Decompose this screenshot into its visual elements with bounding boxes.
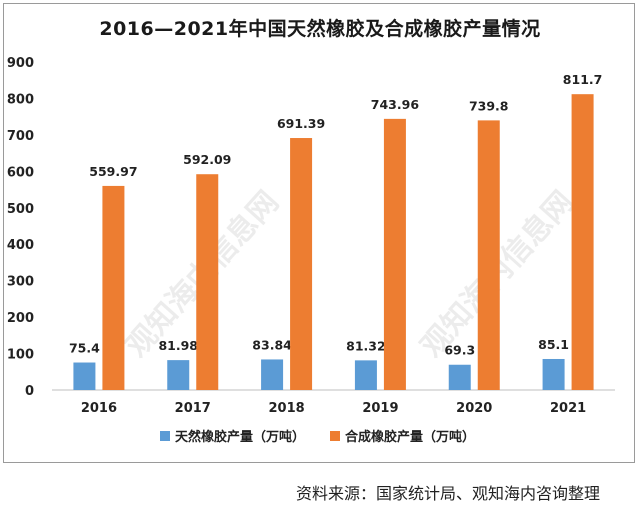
- data-label: 811.7: [563, 72, 603, 87]
- data-label: 739.8: [469, 98, 509, 113]
- x-tick-label: 2019: [362, 401, 398, 416]
- legend: 天然橡胶产量（万吨） 合成橡胶产量（万吨）: [160, 429, 475, 445]
- data-label: 559.97: [89, 164, 137, 179]
- y-tick-label: 500: [7, 202, 34, 217]
- y-tick-label: 200: [7, 311, 34, 326]
- x-tick-label: 2018: [268, 401, 304, 416]
- legend-label: 天然橡胶产量（万吨）: [175, 429, 305, 445]
- x-tick-label: 2020: [456, 401, 492, 416]
- bar-chart: 0 100 200 300 400 500 600 700 800 900 75.4 559.97 8…: [7, 56, 615, 445]
- bar-natural-rubber: [448, 364, 471, 390]
- y-axis: 0 100 200 300 400 500 600 700 800 900: [7, 56, 34, 399]
- bar-synthetic-rubber: [196, 174, 219, 390]
- bars: 75.4 559.97 81.98 592.09 83.84 691.39 81.32 743…: [69, 72, 602, 390]
- y-tick-label: 900: [7, 56, 34, 71]
- data-label: 85.1: [538, 337, 569, 352]
- y-tick-label: 600: [7, 165, 34, 180]
- bar-synthetic-rubber: [102, 185, 125, 390]
- data-label: 69.3: [444, 343, 475, 358]
- data-label: 75.4: [69, 341, 100, 356]
- y-tick-label: 0: [25, 384, 34, 399]
- y-tick-label: 700: [7, 129, 34, 144]
- data-label: 83.84: [252, 337, 292, 352]
- y-tick-label: 100: [7, 348, 34, 363]
- bar-natural-rubber: [354, 360, 377, 390]
- bar-natural-rubber: [261, 359, 284, 390]
- bar-synthetic-rubber: [290, 138, 313, 390]
- data-label: 743.96: [371, 97, 420, 112]
- legend-label: 合成橡胶产量（万吨）: [345, 429, 475, 445]
- bar-natural-rubber: [73, 362, 96, 390]
- source-note: 资料来源：国家统计局、观知海内咨询整理: [295, 484, 600, 503]
- x-tick-label: 2021: [550, 401, 586, 416]
- y-tick-label: 400: [7, 238, 34, 253]
- y-tick-label: 300: [7, 275, 34, 290]
- bar-synthetic-rubber: [383, 118, 406, 390]
- chart-title: 2016—2021年中国天然橡胶及合成橡胶产量情况: [99, 18, 541, 40]
- data-label: 592.09: [183, 152, 231, 167]
- bar-synthetic-rubber: [477, 120, 500, 390]
- data-label: 691.39: [277, 116, 325, 131]
- x-tick-label: 2016: [81, 401, 117, 416]
- x-axis-labels: 2016 2017 2018 2019 2020 2021: [81, 401, 586, 416]
- bar-natural-rubber: [542, 358, 565, 390]
- legend-swatch: [330, 431, 340, 441]
- bar-natural-rubber: [167, 360, 190, 390]
- legend-swatch: [160, 431, 170, 441]
- bar-synthetic-rubber: [571, 94, 594, 390]
- data-label: 81.32: [346, 338, 386, 353]
- data-label: 81.98: [158, 338, 198, 353]
- x-tick-label: 2017: [175, 401, 211, 416]
- y-tick-label: 800: [7, 92, 34, 107]
